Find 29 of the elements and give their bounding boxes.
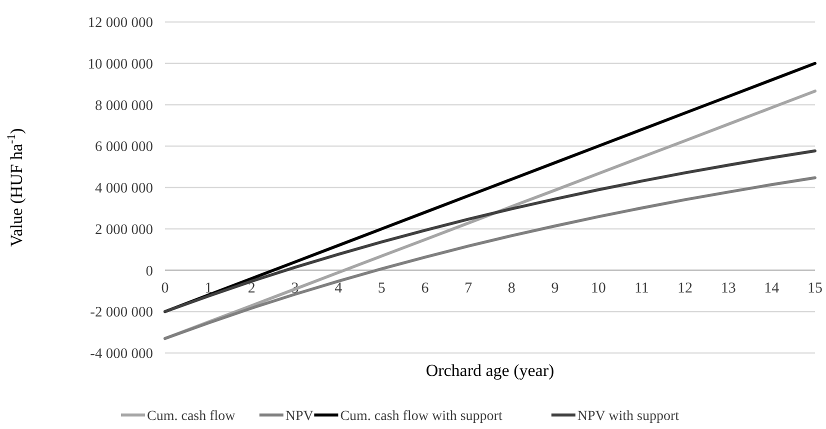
x-tick-label: 6: [421, 280, 430, 296]
legend-label: NPV: [285, 408, 314, 424]
legend-label: Cum. cash flow: [147, 408, 236, 424]
x-tick-label: 1: [204, 280, 212, 296]
x-axis-title: Orchard age (year): [426, 361, 554, 380]
x-tick-label: 8: [508, 280, 516, 296]
y-tick-label: 8 000 000: [95, 98, 153, 114]
legend-label: Cum. cash flow with support: [340, 408, 502, 424]
x-tick-label: 5: [378, 280, 386, 296]
y-tick-label: 6 000 000: [95, 139, 153, 156]
x-tick-label: 4: [334, 280, 343, 296]
x-tick-label: 11: [634, 280, 649, 296]
y-tick-label: -4 000 000: [90, 346, 153, 362]
y-tick-label: -2 000 000: [90, 304, 153, 321]
y-tick-label: 4 000 000: [95, 180, 153, 197]
legend-label: NPV with support: [577, 408, 680, 424]
x-tick-label: 14: [764, 280, 780, 296]
x-tick-label: 9: [551, 280, 559, 296]
y-tick-label: 10 000 000: [88, 56, 153, 72]
x-tick-label: 0: [161, 280, 169, 296]
x-tick-label: 10: [590, 280, 606, 296]
x-tick-label: 2: [248, 280, 256, 296]
y-tick-label: 0: [146, 263, 153, 280]
x-tick-label: 15: [808, 280, 822, 296]
x-tick-label: 13: [720, 280, 736, 296]
y-tick-label: 12 000 000: [88, 15, 153, 32]
y-tick-label: 2 000 000: [95, 222, 153, 238]
x-tick-label: 7: [464, 280, 473, 296]
x-tick-label: 12: [678, 280, 692, 296]
